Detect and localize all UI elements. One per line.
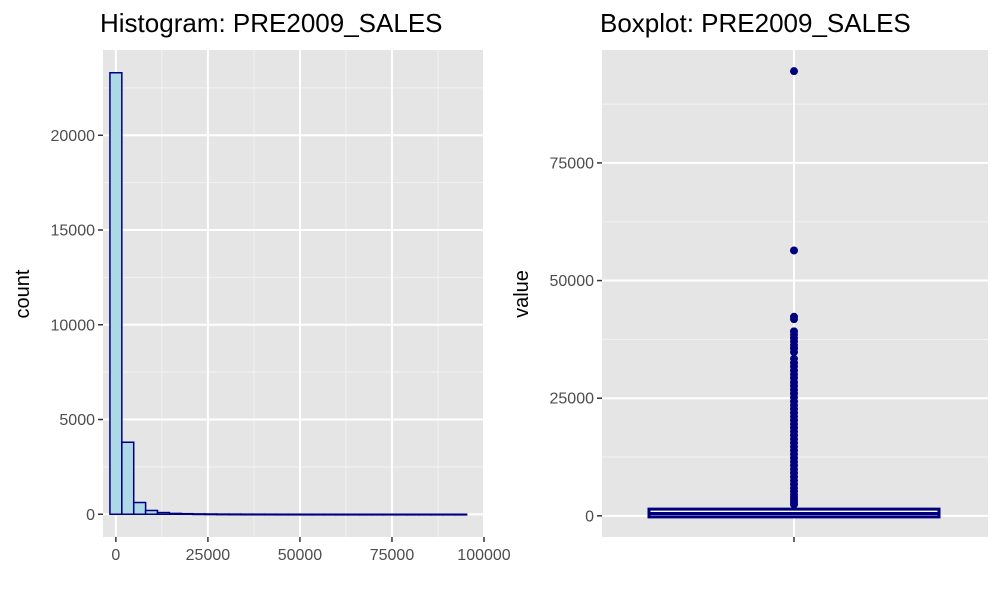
y-tick-label: 0 bbox=[86, 507, 95, 524]
histogram-bar bbox=[251, 513, 266, 516]
histogram-bar bbox=[358, 513, 373, 516]
histogram-bar bbox=[442, 513, 456, 516]
outlier-point bbox=[790, 67, 798, 76]
histogram-panel: Histogram: PRE2009_SALES 0 25000 50000 7500… bbox=[12, 8, 511, 564]
histogram-bar bbox=[430, 513, 444, 516]
histogram-y-ticks: 0 5000 10000 15000 20000 bbox=[51, 128, 103, 524]
y-tick-label: 0 bbox=[585, 508, 594, 525]
x-tick-label: 100000 bbox=[457, 547, 510, 564]
histogram-grid bbox=[103, 50, 485, 537]
histogram-bar bbox=[168, 512, 183, 516]
histogram-bar bbox=[144, 509, 159, 516]
outlier-point bbox=[790, 315, 798, 324]
x-tick-label: 25000 bbox=[186, 547, 231, 564]
histogram-title: Histogram: PRE2009_SALES bbox=[100, 8, 443, 38]
boxplot-panel: Boxplot: PRE2009_SALES 0250005000075000 … bbox=[511, 8, 988, 542]
histogram-bar bbox=[418, 513, 432, 516]
y-tick-label: 5000 bbox=[59, 412, 95, 429]
histogram-bar bbox=[370, 513, 385, 516]
outlier-point bbox=[790, 348, 798, 357]
histogram-bar bbox=[192, 513, 206, 516]
histogram-y-axis-title: count bbox=[12, 269, 34, 318]
histogram-bar bbox=[180, 512, 194, 516]
histogram-bar bbox=[394, 513, 408, 516]
histogram-bar bbox=[228, 513, 242, 516]
histogram-bars bbox=[109, 71, 468, 516]
histogram-bar bbox=[275, 513, 290, 516]
outlier-point bbox=[790, 500, 798, 509]
y-tick-label: 15000 bbox=[51, 223, 96, 240]
histogram-bar bbox=[299, 513, 313, 516]
y-tick-label: 75000 bbox=[550, 155, 595, 172]
y-tick-label: 10000 bbox=[51, 317, 96, 334]
histogram-bar bbox=[204, 513, 218, 516]
y-tick-label: 50000 bbox=[550, 273, 595, 290]
histogram-bar bbox=[346, 513, 361, 516]
histogram-bar bbox=[406, 513, 420, 516]
histogram-bar bbox=[132, 501, 147, 516]
boxplot-outliers bbox=[790, 67, 798, 509]
histogram-bar bbox=[382, 513, 397, 516]
histogram-plot-background bbox=[103, 50, 484, 537]
x-tick-label: 0 bbox=[111, 547, 120, 564]
histogram-bar bbox=[156, 511, 171, 516]
histogram-bar bbox=[263, 513, 278, 516]
histogram-bar bbox=[287, 513, 301, 516]
histogram-bar bbox=[454, 513, 468, 516]
histogram-x-ticks: 0 25000 50000 75000 100000 bbox=[111, 537, 511, 564]
boxplot-title: Boxplot: PRE2009_SALES bbox=[600, 8, 911, 38]
histogram-bar bbox=[121, 441, 135, 516]
histogram-bar bbox=[109, 71, 123, 516]
x-tick-label: 75000 bbox=[370, 547, 415, 564]
histogram-bar bbox=[216, 513, 230, 516]
boxplot-box bbox=[647, 505, 941, 519]
boxplot-y-ticks: 0 25000 50000 75000 bbox=[550, 155, 602, 525]
histogram-bar bbox=[323, 513, 337, 516]
histogram-bar bbox=[311, 513, 325, 516]
x-tick-label: 50000 bbox=[278, 547, 323, 564]
boxplot-y-axis-title: value bbox=[511, 270, 533, 318]
y-tick-label: 25000 bbox=[550, 391, 595, 408]
y-tick-label: 20000 bbox=[51, 128, 96, 145]
outlier-point bbox=[790, 246, 798, 255]
histogram-bar bbox=[335, 513, 349, 516]
histogram-bar bbox=[239, 513, 254, 516]
